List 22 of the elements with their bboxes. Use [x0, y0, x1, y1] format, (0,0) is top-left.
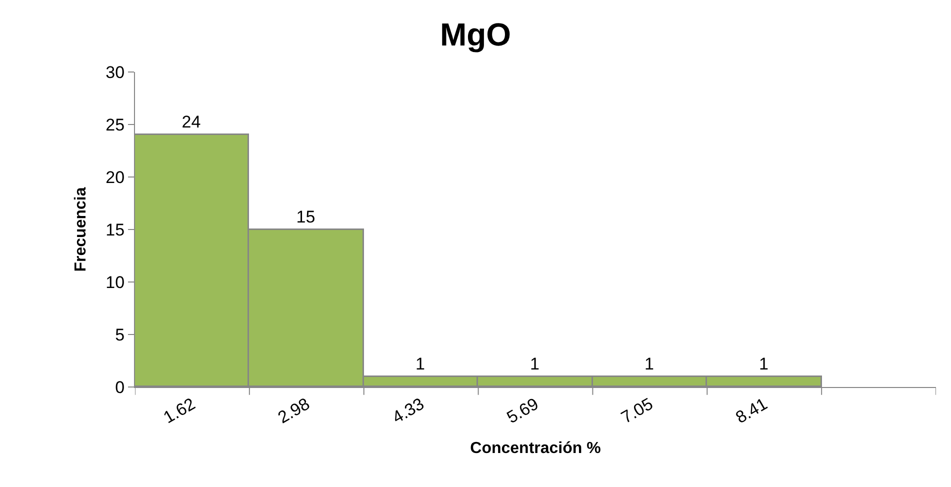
y-tick-label: 10: [106, 272, 125, 292]
y-tick-label: 20: [106, 168, 125, 187]
data-label: 15: [296, 207, 316, 226]
y-tick-label: 0: [115, 378, 125, 397]
y-tick-label: 30: [106, 62, 125, 82]
x-tick-label: 2.98: [274, 394, 313, 428]
data-label: 1: [644, 354, 654, 374]
x-tick-label: 7.05: [618, 394, 656, 428]
y-axis-title: Frecuencia: [72, 187, 90, 272]
x-tick-label: 8.41: [732, 394, 771, 428]
x-tick-label: 1.62: [160, 394, 198, 428]
data-label: 1: [416, 354, 425, 374]
x-tick-label: 5.69: [504, 394, 542, 428]
x-tick-label: 4.33: [389, 394, 428, 428]
data-label: 1: [759, 354, 768, 374]
chart-title: MgO: [440, 16, 512, 52]
y-tick-label: 25: [106, 115, 125, 134]
data-label: 24: [182, 112, 201, 132]
y-tick-label: 15: [106, 220, 125, 240]
data-label: 1: [530, 354, 540, 374]
x-axis-title: Concentración %: [470, 440, 601, 457]
y-tick-label: 5: [115, 325, 125, 344]
